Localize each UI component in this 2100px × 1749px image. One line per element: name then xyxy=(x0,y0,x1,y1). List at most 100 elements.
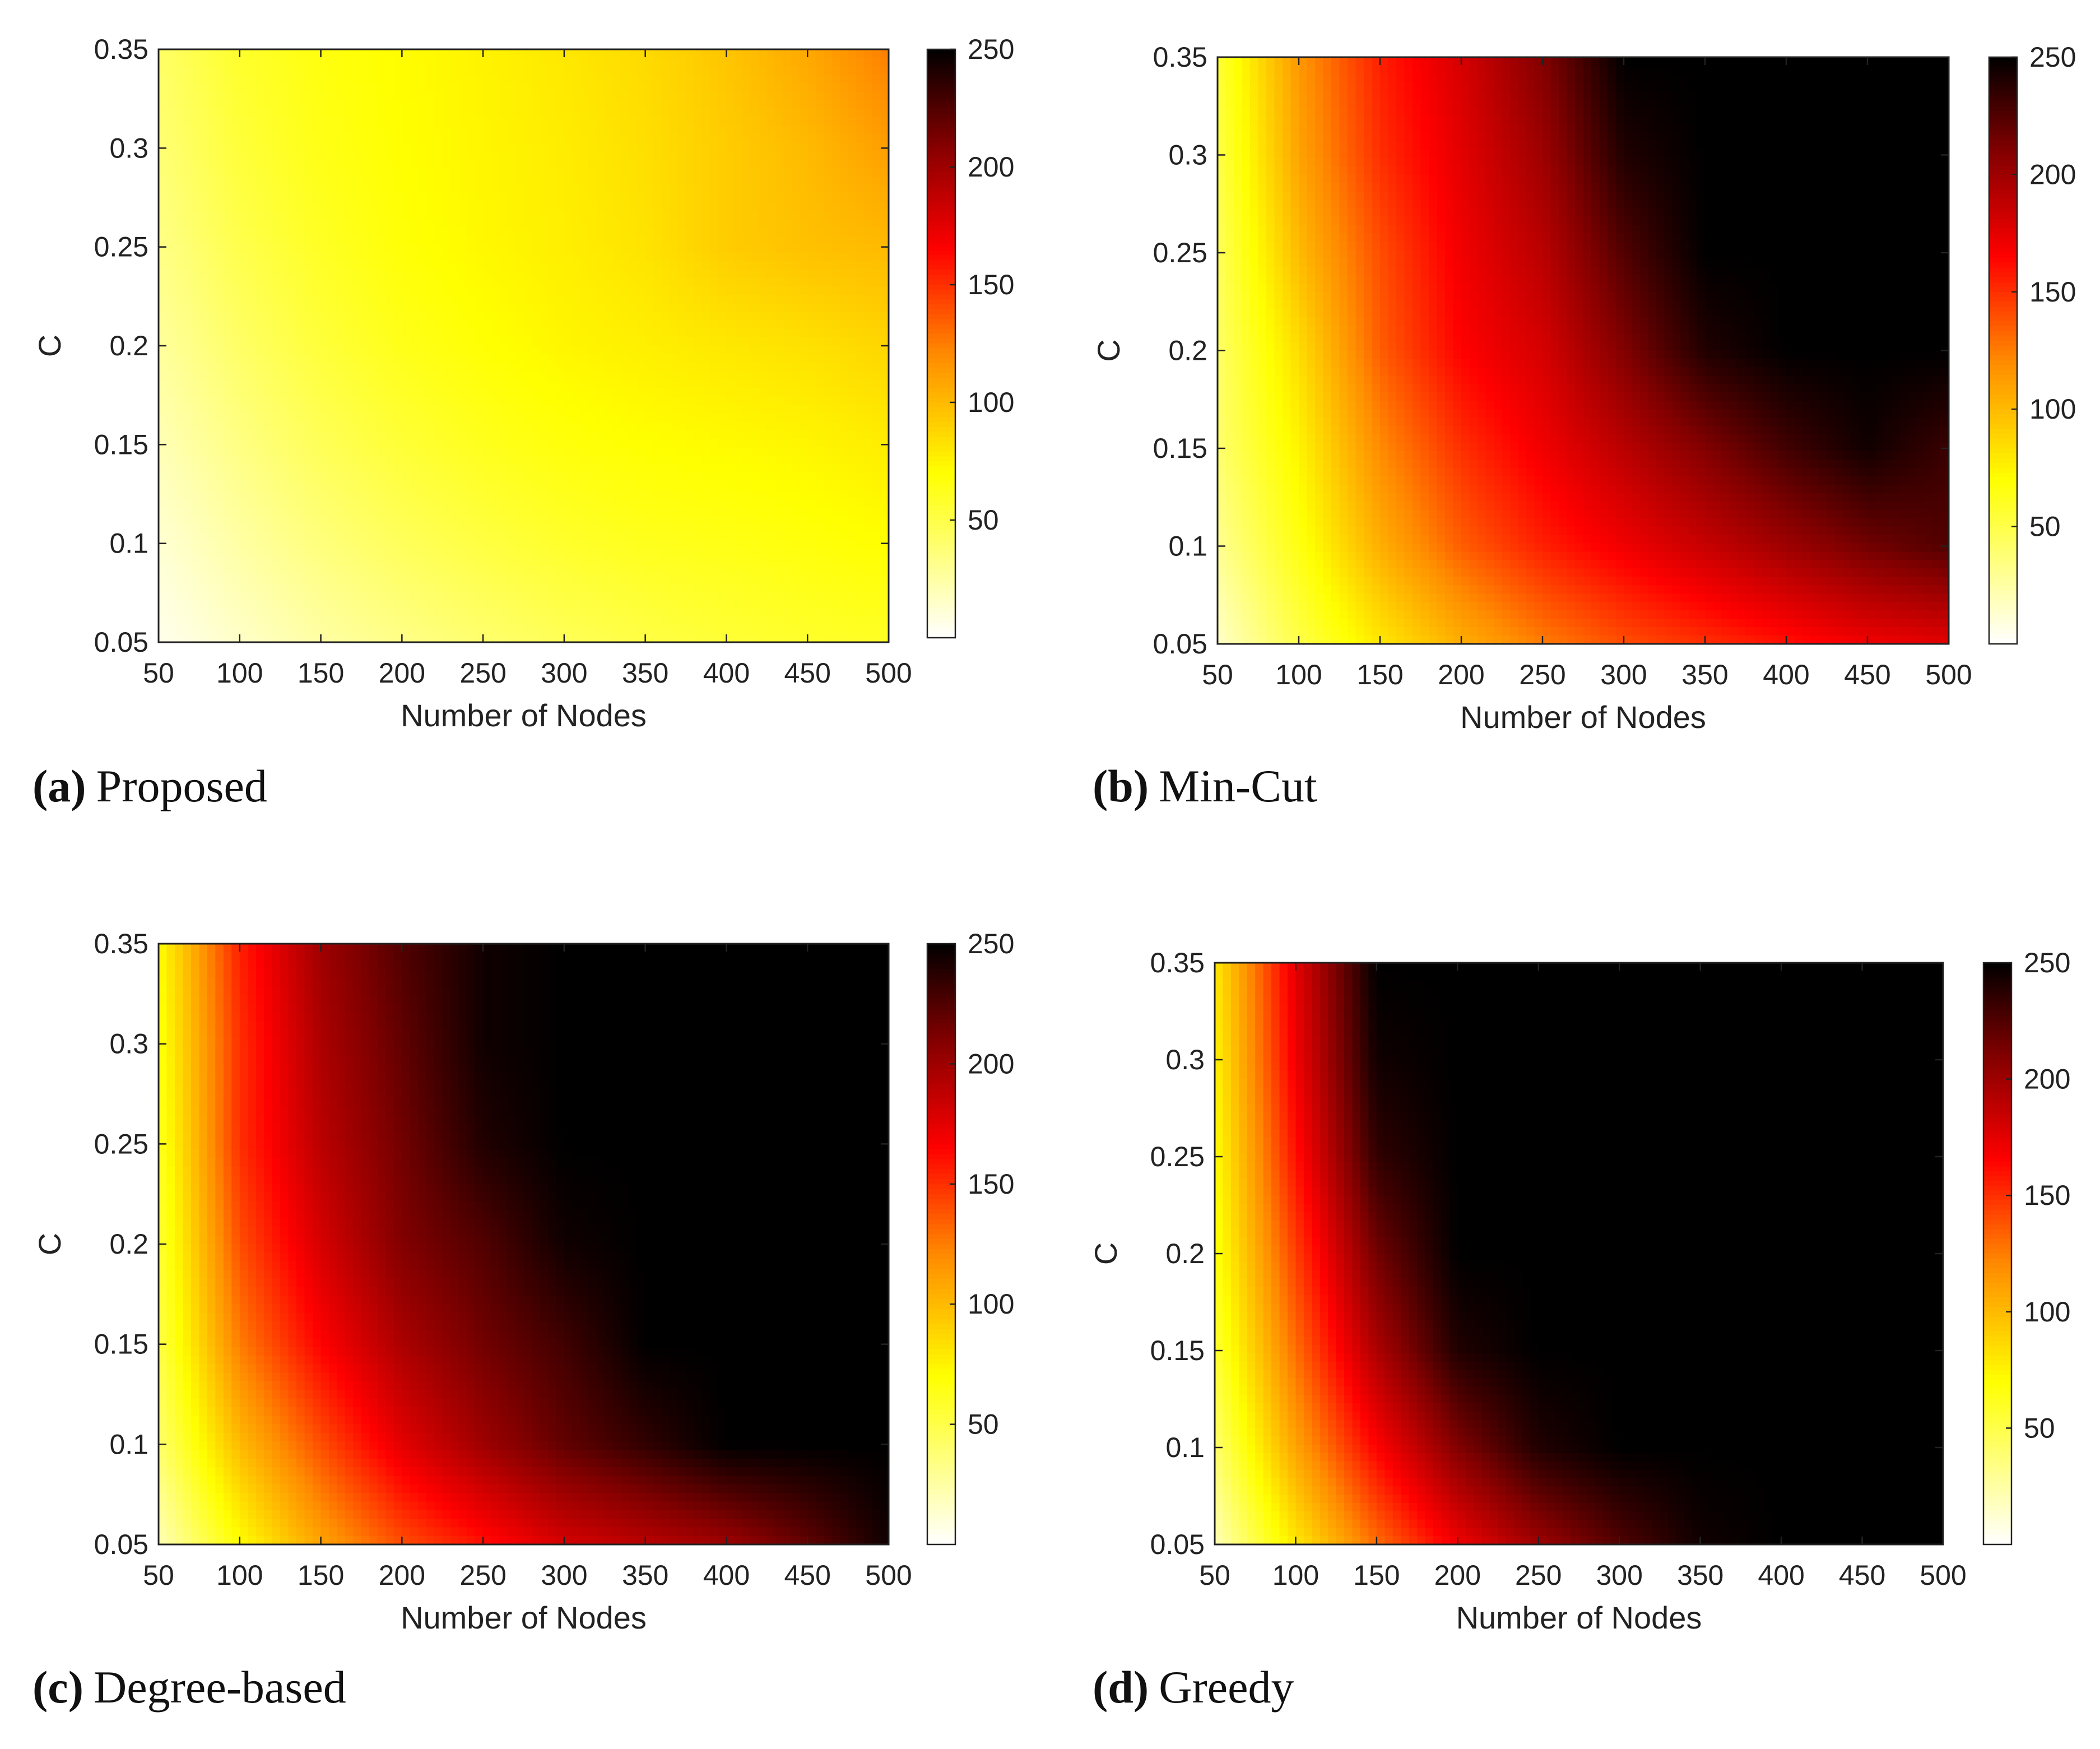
heatmap-cell xyxy=(710,430,718,439)
heatmap-cell xyxy=(872,193,881,202)
heatmap-cell xyxy=(702,270,710,279)
heatmap-cell xyxy=(580,49,589,58)
heatmap-cell xyxy=(361,481,370,490)
heatmap-cell xyxy=(524,58,532,67)
heatmap-cell xyxy=(499,100,508,109)
heatmap-cell xyxy=(426,49,435,58)
heatmap-cell xyxy=(662,109,670,118)
heatmap-cell xyxy=(394,253,402,262)
heatmap-cell xyxy=(450,346,459,355)
heatmap-cell xyxy=(710,227,718,236)
heatmap-cell xyxy=(807,388,816,397)
heatmap-cell xyxy=(475,379,484,388)
heatmap-cell xyxy=(637,388,645,397)
heatmap-cell xyxy=(443,58,451,67)
heatmap-cell xyxy=(548,278,556,287)
heatmap-cell xyxy=(686,236,694,245)
heatmap-cell xyxy=(483,456,491,465)
heatmap-cell xyxy=(637,346,645,355)
heatmap-cell xyxy=(467,447,475,456)
heatmap-cell xyxy=(726,303,735,312)
heatmap-cell xyxy=(183,261,191,270)
heatmap-cell xyxy=(832,337,840,346)
heatmap-cell xyxy=(532,379,540,388)
heatmap-cell xyxy=(735,321,743,330)
heatmap-cell xyxy=(807,414,816,423)
heatmap-cell xyxy=(629,397,638,406)
heatmap-cell xyxy=(775,270,783,279)
heatmap-cell xyxy=(459,439,467,448)
heatmap-cell xyxy=(385,177,394,185)
heatmap-cell xyxy=(629,117,638,126)
heatmap-cell xyxy=(329,465,337,474)
heatmap-cell xyxy=(710,447,718,456)
heatmap-cell xyxy=(824,303,832,312)
heatmap-cell xyxy=(369,397,378,406)
heatmap-cell xyxy=(394,202,402,211)
heatmap-cell xyxy=(256,83,264,92)
heatmap-cell xyxy=(572,227,580,236)
heatmap-cell xyxy=(191,109,199,118)
heatmap-cell xyxy=(653,75,662,83)
heatmap-cell xyxy=(556,202,564,211)
heatmap-cell xyxy=(321,354,329,363)
heatmap-cell xyxy=(532,388,540,397)
heatmap-cell xyxy=(572,219,580,228)
heatmap-cell xyxy=(588,253,597,262)
heatmap-cell xyxy=(751,379,759,388)
heatmap-cell xyxy=(548,159,556,168)
heatmap-cell xyxy=(402,193,410,202)
heatmap-cell xyxy=(791,430,800,439)
heatmap-cell xyxy=(159,210,167,219)
heatmap-cell xyxy=(215,185,224,194)
heatmap-cell xyxy=(816,321,824,330)
heatmap-cell xyxy=(791,312,800,321)
heatmap-cell xyxy=(702,253,710,262)
heatmap-cell xyxy=(662,447,670,456)
heatmap-cell xyxy=(240,295,248,304)
heatmap-cell xyxy=(459,414,467,423)
heatmap-cell xyxy=(264,168,272,177)
heatmap-cell xyxy=(767,193,775,202)
heatmap-cell xyxy=(508,66,516,75)
heatmap-cell xyxy=(783,295,792,304)
heatmap-cell xyxy=(605,321,613,330)
heatmap-cell xyxy=(231,354,240,363)
heatmap-cell xyxy=(783,151,792,160)
heatmap-cell xyxy=(191,337,199,346)
heatmap-cell xyxy=(588,227,597,236)
heatmap-cell xyxy=(248,109,256,118)
heatmap-cell xyxy=(183,346,191,355)
heatmap-cell xyxy=(726,83,735,92)
heatmap-cell xyxy=(159,261,167,270)
heatmap-cell xyxy=(540,312,548,321)
heatmap-cell xyxy=(231,202,240,211)
heatmap-cell xyxy=(759,465,767,474)
heatmap-cell xyxy=(807,379,816,388)
heatmap-cell xyxy=(735,295,743,304)
heatmap-cell xyxy=(385,193,394,202)
heatmap-cell xyxy=(231,346,240,355)
heatmap-cell xyxy=(872,58,881,67)
heatmap-cell xyxy=(248,83,256,92)
heatmap-cell xyxy=(467,117,475,126)
heatmap-cell xyxy=(215,371,224,380)
heatmap-cell xyxy=(231,177,240,185)
heatmap-cell xyxy=(166,219,175,228)
heatmap-cell xyxy=(450,236,459,245)
heatmap-cell xyxy=(361,75,370,83)
heatmap-cell xyxy=(443,83,451,92)
heatmap-cell xyxy=(215,270,224,279)
heatmap-cell xyxy=(426,303,435,312)
heatmap-cell xyxy=(662,439,670,448)
heatmap-cell xyxy=(807,185,816,194)
heatmap-cell xyxy=(613,83,621,92)
heatmap-cell xyxy=(678,430,686,439)
heatmap-cell xyxy=(824,92,832,101)
heatmap-cell xyxy=(775,481,783,490)
heatmap-cell xyxy=(345,354,354,363)
heatmap-cell xyxy=(475,142,484,151)
heatmap-cell xyxy=(840,227,848,236)
heatmap-cell xyxy=(418,371,426,380)
